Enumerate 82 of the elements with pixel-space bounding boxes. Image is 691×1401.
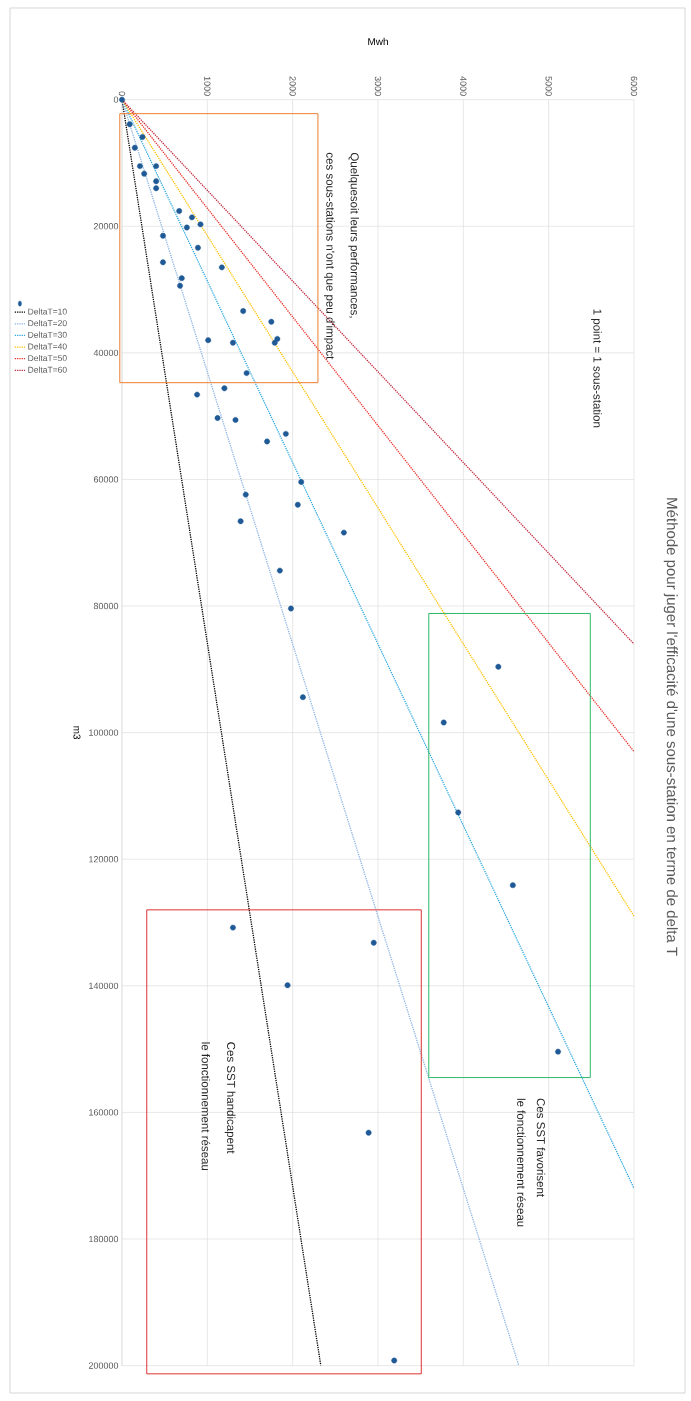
point <box>495 663 502 670</box>
legend-label: DeltaT=60 <box>28 366 67 373</box>
point <box>288 605 294 612</box>
point <box>131 144 138 151</box>
y-tick-label: 140000 <box>89 982 119 990</box>
point <box>177 282 183 289</box>
y-tick-label: 120000 <box>89 856 119 863</box>
point <box>237 518 244 525</box>
point <box>178 275 185 282</box>
point <box>264 438 270 445</box>
point <box>218 264 225 271</box>
x-tick-label: 6000 <box>630 76 638 96</box>
point <box>183 224 190 231</box>
point <box>282 430 289 437</box>
y-tick-label: 20000 <box>93 223 119 230</box>
legend-label: DeltaT=40 <box>28 343 67 350</box>
point <box>189 214 195 221</box>
point <box>194 391 200 398</box>
point <box>126 121 133 128</box>
point <box>230 339 236 346</box>
y-tick-label: 40000 <box>93 349 119 357</box>
legend-label: DeltaT=30 <box>28 331 67 338</box>
x-tick-label: 4000 <box>460 76 467 96</box>
x-axis-title: Mwh <box>368 37 388 45</box>
annotation: Ces SST favorisent <box>536 1098 546 1198</box>
point <box>214 415 221 421</box>
annotation: le fonctionnement réseau <box>517 1098 526 1227</box>
point <box>370 939 377 946</box>
y-tick-label: 80000 <box>93 602 119 610</box>
point <box>391 1357 398 1364</box>
point <box>242 491 249 498</box>
x-tick-label: 5000 <box>545 76 552 96</box>
point <box>276 567 283 574</box>
annotation: Ces SST handicapent <box>224 1042 236 1154</box>
point <box>440 719 447 726</box>
point <box>509 882 516 889</box>
point <box>340 529 347 536</box>
point <box>153 178 160 185</box>
point <box>294 501 301 508</box>
point <box>365 1129 372 1136</box>
point <box>300 694 306 701</box>
point <box>153 163 160 169</box>
point <box>230 924 236 931</box>
point <box>160 232 166 239</box>
y-tick-label: 200000 <box>88 1362 119 1369</box>
x-tick-label: 1000 <box>204 76 211 96</box>
annotation: Quelquesoit leurs performances, <box>348 152 360 318</box>
point <box>141 170 148 177</box>
y-tick-label: 0 <box>113 96 119 103</box>
y-tick-label: 160000 <box>89 1109 119 1116</box>
annotation: le fonctionnement réseau <box>201 1042 211 1171</box>
point <box>555 1048 561 1055</box>
point <box>195 244 201 251</box>
point <box>298 479 305 485</box>
point <box>455 809 462 816</box>
x-tick-label: 3000 <box>374 76 382 96</box>
point <box>137 163 143 169</box>
y-tick-label: 180000 <box>89 1235 119 1243</box>
x-tick-label: 2000 <box>289 76 296 96</box>
point <box>221 385 228 392</box>
annotation: ces sous-stations n'ont que peu d'impact <box>324 152 335 360</box>
legend-label: DeltaT=10 <box>28 308 67 315</box>
point <box>153 185 160 192</box>
point <box>240 308 247 314</box>
point <box>205 337 212 344</box>
point <box>268 318 275 325</box>
x-tick-label: 0 <box>118 91 126 96</box>
legend-label: DeltaT=50 <box>28 354 67 362</box>
text: Méthode pour juger l'efficacité d'une sous-station en terme de delta T <box>663 498 678 956</box>
legend-label: DeltaT=20 <box>28 319 67 327</box>
point <box>243 370 250 376</box>
point <box>271 339 278 346</box>
annotation: 1 point = 1 sous-station <box>591 309 602 428</box>
y-axis-title: m3 <box>73 726 81 740</box>
point <box>176 208 183 214</box>
point <box>284 982 291 989</box>
y-tick-label: 100000 <box>89 729 119 736</box>
point <box>232 417 239 423</box>
y-tick-label: 60000 <box>93 476 119 483</box>
point <box>197 221 204 228</box>
point <box>139 134 146 140</box>
point <box>160 259 166 266</box>
